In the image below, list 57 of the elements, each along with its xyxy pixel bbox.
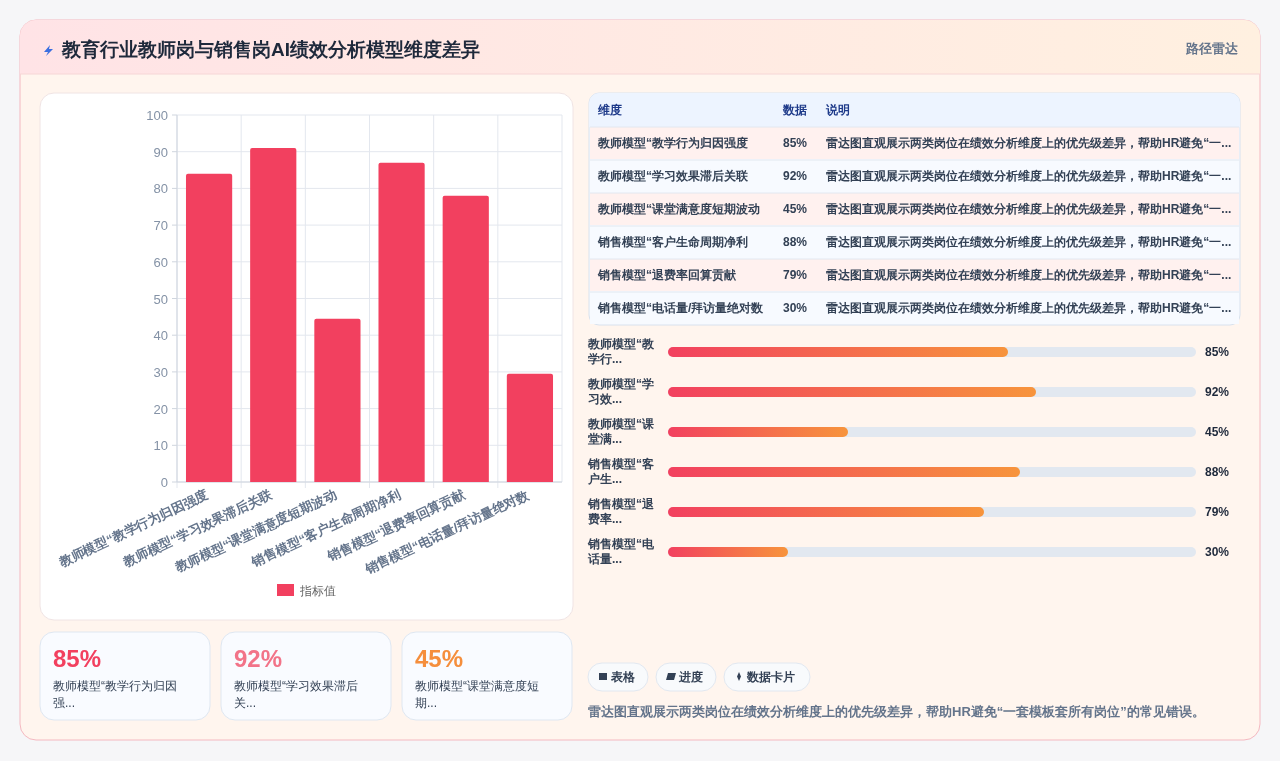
data-label: 30% bbox=[783, 301, 808, 315]
text: 雷达图直观展示两类岗位在绩效分析维度上的优先级差异，帮助HR避免“一... bbox=[826, 136, 1232, 150]
data-label: 85% bbox=[53, 645, 102, 672]
category-label: 教师模型“教学行为归因强... bbox=[53, 679, 177, 710]
data-label: 79% bbox=[1205, 505, 1230, 519]
category-label: 销售模型“退费率回算贡献 bbox=[597, 268, 737, 282]
text: 雷达图直观展示两类岗位在绩效分析维度上的优先级差异，帮助HR避免“一... bbox=[826, 202, 1232, 216]
y-tick-label: 销售模型“电话量... bbox=[587, 537, 655, 566]
data-label: 85% bbox=[1205, 345, 1230, 359]
data-label: 45% bbox=[783, 202, 808, 216]
legend-label: 指标值 bbox=[299, 584, 336, 598]
text: 教育行业教师岗与销售岗AI绩效分析模型维度差异 bbox=[61, 39, 480, 60]
data-label: 88% bbox=[783, 235, 808, 249]
data-label: 30% bbox=[1205, 545, 1230, 559]
y-tick-label: 50 bbox=[153, 291, 168, 307]
text: 路径雷达 bbox=[1185, 41, 1239, 56]
text: 进度 bbox=[678, 670, 703, 684]
y-tick-label: 20 bbox=[153, 401, 168, 417]
category-label: 销售模型“客户生命周期净利 bbox=[597, 235, 748, 249]
data-label: 92% bbox=[783, 169, 808, 183]
y-tick-label: 教师模型“教学行... bbox=[587, 337, 655, 366]
data-label: 88% bbox=[1205, 465, 1230, 479]
category-label: 教师模型“课堂满意度短期波动 bbox=[597, 202, 760, 216]
text: 雷达图直观展示两类岗位在绩效分析维度上的优先级差异，帮助HR避免“一... bbox=[826, 235, 1232, 249]
text: 雷达图直观展示两类岗位在绩效分析维度上的优先级差异，帮助HR避免“一... bbox=[826, 169, 1232, 183]
data-label: 79% bbox=[783, 268, 808, 282]
y-tick-label: 60 bbox=[153, 254, 168, 270]
data-label: 45% bbox=[415, 645, 464, 672]
text: 雷达图直观展示两类岗位在绩效分析维度上的优先级差异，帮助HR避免“一... bbox=[826, 268, 1232, 282]
y-tick-label: 销售模型“退费率... bbox=[587, 497, 655, 526]
text: 说明 bbox=[825, 103, 850, 117]
category-label: 教师模型“教学行为归因强度 bbox=[597, 136, 748, 150]
y-tick-label: 教师模型“学习效... bbox=[587, 377, 654, 406]
text: 数据 bbox=[782, 103, 807, 117]
text: 雷达图直观展示两类岗位在绩效分析维度上的优先级差异，帮助HR避免“一套模板套所有岗位”的常见错误。 bbox=[588, 704, 1205, 719]
y-tick-label: 90 bbox=[153, 144, 168, 160]
y-tick-label: 80 bbox=[153, 181, 168, 197]
y-tick-label: 10 bbox=[153, 438, 168, 454]
y-tick-label: 教师模型“课堂满... bbox=[587, 417, 654, 446]
category-label: 教师模型“学习效果滞后关联 bbox=[597, 169, 749, 183]
y-tick-label: 销售模型“客户生... bbox=[587, 457, 654, 486]
data-label: 92% bbox=[1205, 385, 1230, 399]
category-label: 教师模型“课堂满意度短期... bbox=[415, 679, 539, 710]
y-tick-label: 70 bbox=[153, 218, 168, 234]
data-label: 92% bbox=[234, 645, 283, 672]
category-label: 教师模型“学习效果滞后关... bbox=[234, 679, 358, 710]
text: 维度 bbox=[597, 103, 622, 117]
text: 表格 bbox=[610, 670, 636, 684]
y-tick-label: 30 bbox=[153, 364, 168, 380]
y-tick-label: 40 bbox=[153, 328, 168, 344]
y-tick-label: 0 bbox=[160, 475, 168, 490]
text: 雷达图直观展示两类岗位在绩效分析维度上的优先级差异，帮助HR避免“一... bbox=[826, 301, 1232, 315]
category-label: 销售模型“电话量/拜访量绝对数 bbox=[597, 301, 765, 315]
data-label: 45% bbox=[1205, 425, 1230, 439]
y-tick-label: 100 bbox=[146, 108, 168, 123]
text: 数据卡片 bbox=[746, 670, 795, 684]
data-label: 85% bbox=[783, 136, 808, 150]
